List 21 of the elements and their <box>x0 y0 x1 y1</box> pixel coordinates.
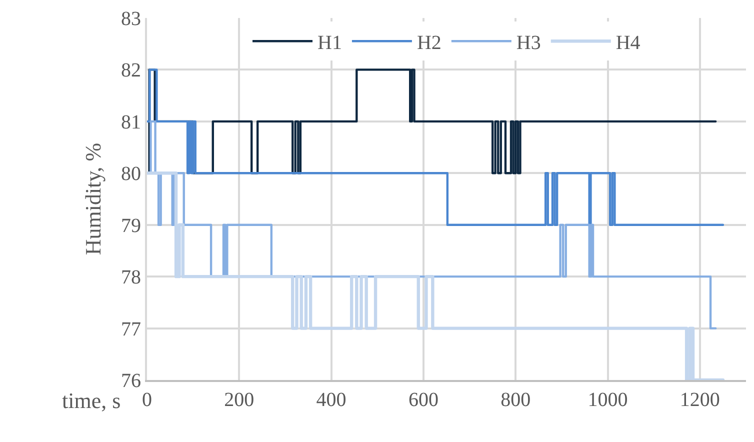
x-tick-label: 1200 <box>680 389 720 411</box>
legend-label: H1 <box>318 32 342 54</box>
x-tick-label: 0 <box>142 389 152 411</box>
y-axis-title: Humidity, % <box>80 142 106 256</box>
y-tick-label: 83 <box>121 8 141 30</box>
x-tick-label: 800 <box>500 389 531 411</box>
y-tick-label: 76 <box>121 370 141 392</box>
y-tick-label: 80 <box>121 163 141 186</box>
y-tick-label: 77 <box>121 318 141 340</box>
legend-label: H2 <box>416 32 442 54</box>
x-tick-label: 200 <box>224 389 254 411</box>
y-tick-label: 82 <box>121 60 141 82</box>
y-tick-label: 78 <box>121 266 141 289</box>
x-axis-title: time, s <box>62 388 121 413</box>
legend-label: H3 <box>516 32 541 54</box>
legend-label: H4 <box>616 32 640 54</box>
x-tick-label: 1000 <box>588 389 628 411</box>
y-tick-label: 81 <box>121 111 141 134</box>
x-tick-label: 600 <box>408 389 438 411</box>
y-tick-label: 79 <box>121 214 141 237</box>
x-tick-label: 400 <box>316 389 346 411</box>
